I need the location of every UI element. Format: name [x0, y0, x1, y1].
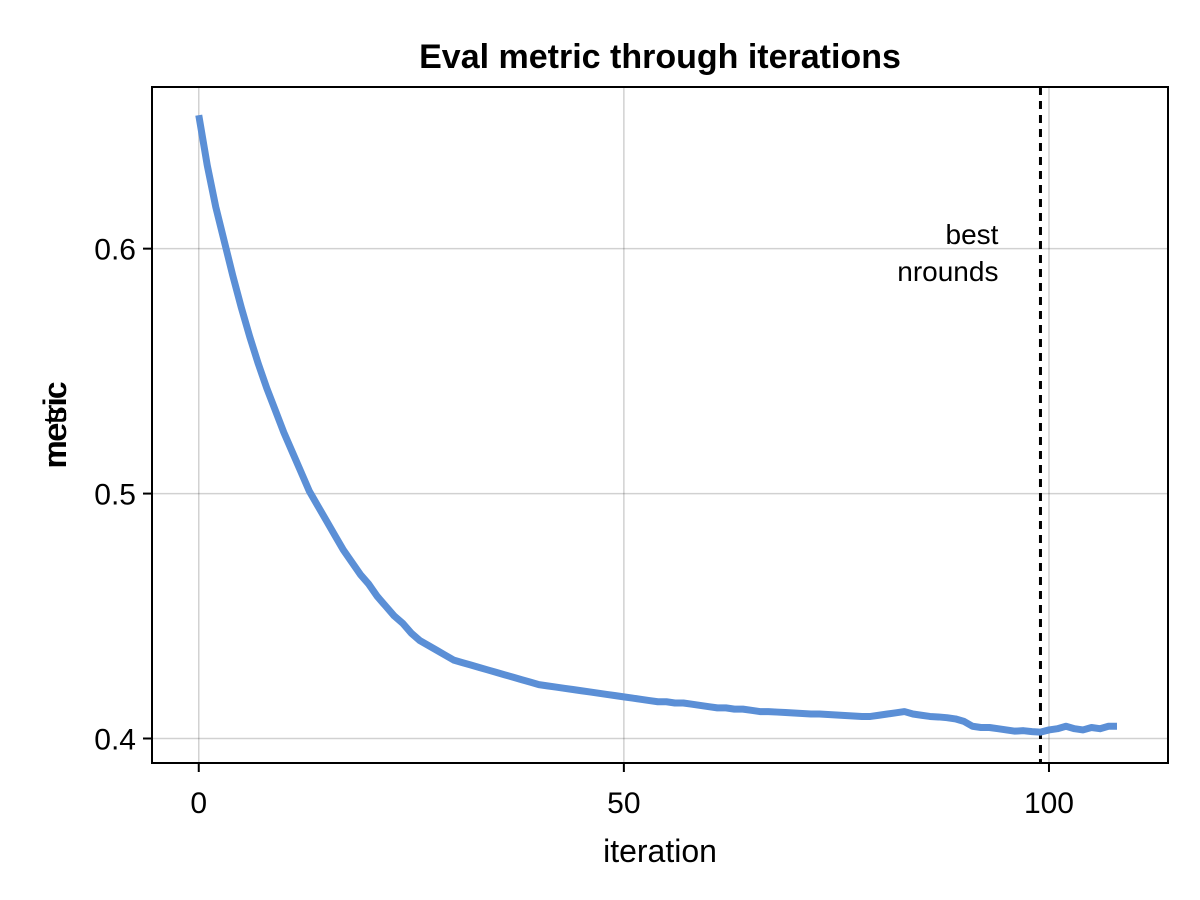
y-axis-ticks: 0.4 0.5 0.6 [94, 234, 152, 757]
y-tick-label: 0.6 [94, 234, 136, 267]
plot-frame [151, 86, 1169, 764]
best-nrounds-label-line2: nrounds [897, 256, 998, 287]
series-line [195, 114, 1117, 736]
y-axis-label-overlap: mesic [37, 383, 73, 467]
x-axis-ticks: 0 50 100 [190, 763, 1074, 820]
x-axis-label: iteration [603, 833, 717, 869]
grid [152, 87, 1168, 763]
y-tick-label: 0.5 [94, 479, 136, 512]
chart-title: Eval metric through iterations [419, 38, 901, 76]
best-nrounds-label-line1: best [946, 219, 999, 250]
x-tick-label: 0 [190, 787, 207, 820]
x-tick-label: 100 [1024, 787, 1074, 820]
x-tick-label: 50 [607, 787, 640, 820]
y-tick-label: 0.4 [94, 724, 136, 757]
y-axis-label: metric [37, 381, 73, 468]
